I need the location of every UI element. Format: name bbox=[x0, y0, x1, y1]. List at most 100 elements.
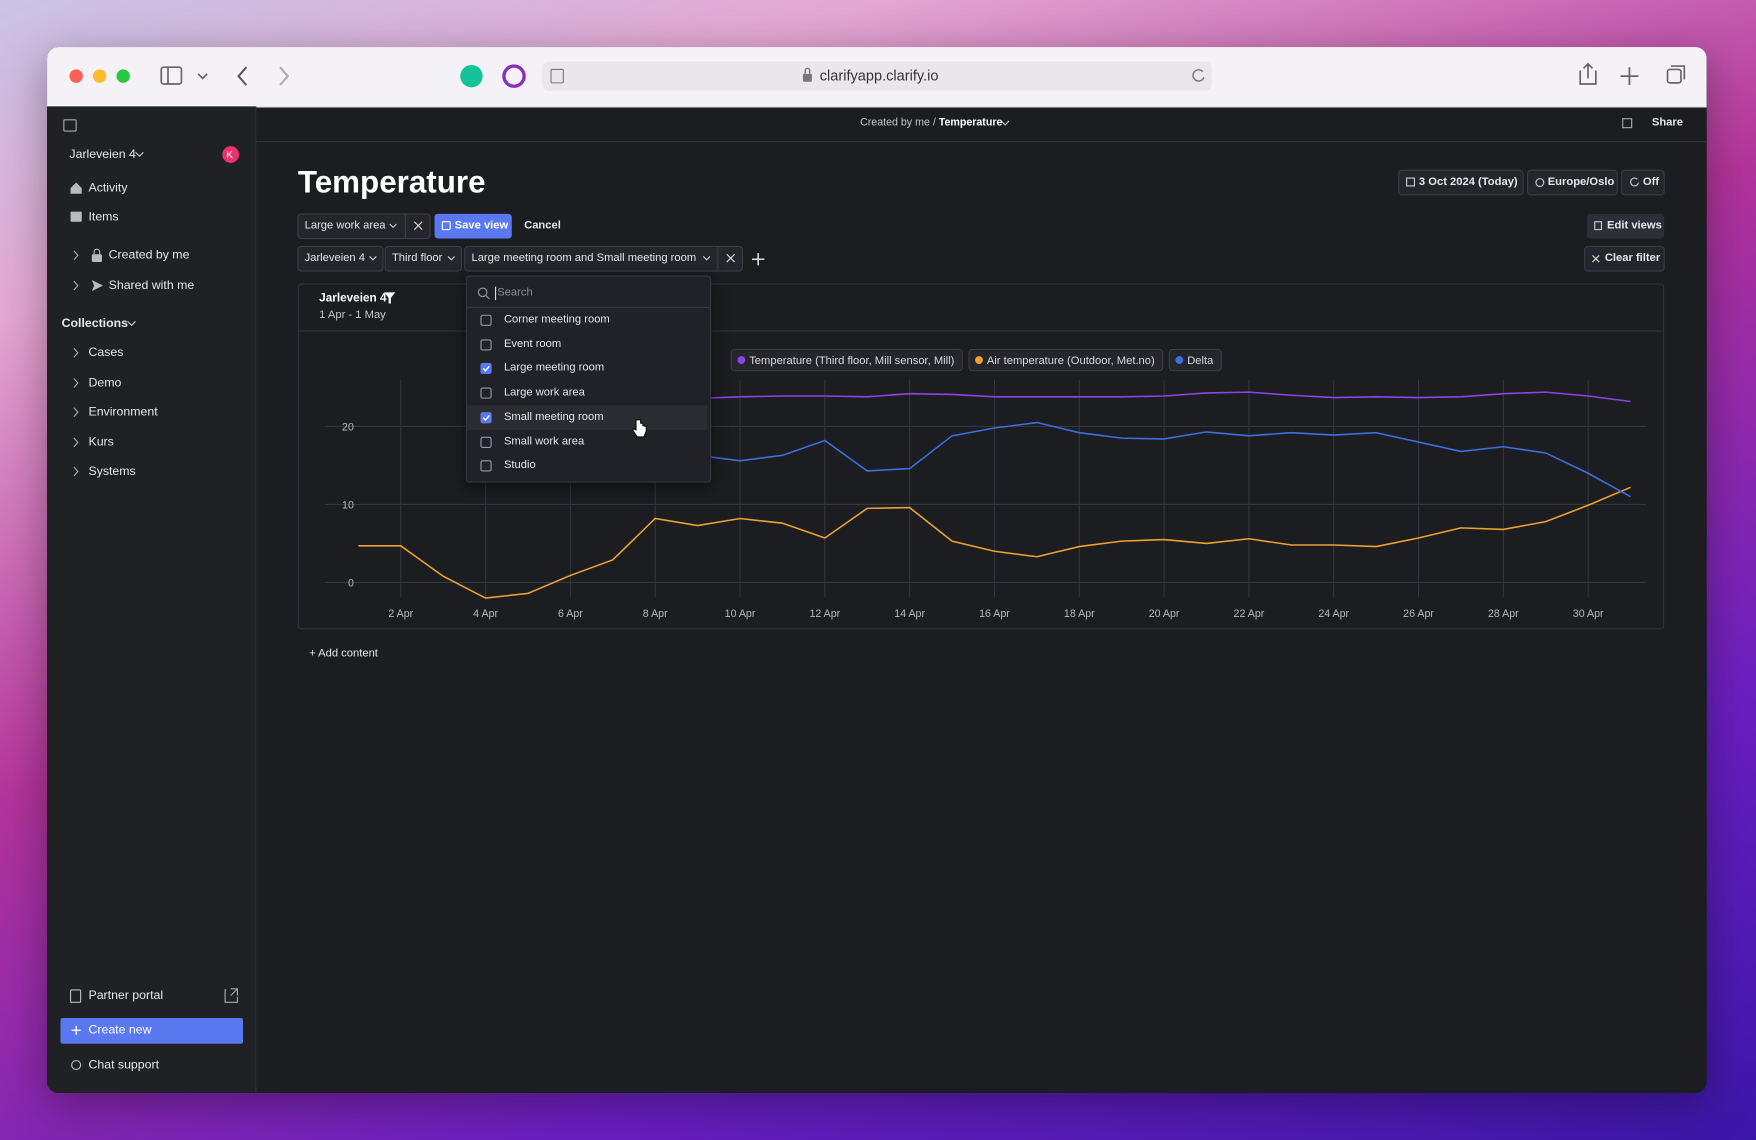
legend-swatch bbox=[975, 356, 983, 364]
topbar-divider bbox=[256, 141, 1707, 143]
view-select[interactable] bbox=[297, 213, 431, 240]
collection[interactable]: Kurs bbox=[88, 435, 114, 450]
edit-views[interactable]: Edit views bbox=[1607, 219, 1662, 232]
close[interactable] bbox=[69, 69, 83, 83]
nav-item[interactable]: Items bbox=[88, 210, 119, 224]
filter-label[interactable]: Third floor bbox=[391, 251, 443, 265]
grammarly[interactable] bbox=[460, 64, 483, 88]
checkbox[interactable] bbox=[480, 314, 492, 326]
dropdown: Search Corner meeting room Event room Larg… bbox=[465, 275, 712, 483]
clear-filter-button[interactable] bbox=[1584, 245, 1665, 272]
series-line bbox=[358, 486, 1631, 599]
refresh-button[interactable] bbox=[1621, 169, 1665, 196]
filter-icon bbox=[384, 292, 396, 304]
option-label[interactable]: Large work area bbox=[503, 386, 585, 399]
sidebar-toggle[interactable] bbox=[160, 66, 183, 85]
checkbox[interactable] bbox=[480, 363, 492, 375]
checkbox[interactable] bbox=[480, 411, 492, 424]
refresh[interactable]: Off bbox=[1642, 175, 1660, 189]
cancel[interactable]: Cancel bbox=[524, 219, 561, 232]
filter-chip[interactable] bbox=[464, 245, 744, 272]
workspace-name[interactable]: Jarleveien 4 bbox=[69, 147, 136, 162]
filter-chip[interactable] bbox=[384, 245, 462, 272]
timezone-button[interactable] bbox=[1526, 169, 1618, 196]
collection[interactable]: Demo bbox=[88, 376, 122, 390]
sidebar-icons bbox=[60, 119, 244, 1071]
save-view-button[interactable] bbox=[434, 213, 512, 239]
x-tick-label: 2 Apr bbox=[388, 608, 413, 620]
tree-item[interactable]: Shared with me bbox=[108, 278, 195, 293]
option-label[interactable]: Small work area bbox=[503, 435, 585, 448]
add-content-label[interactable]: Add content bbox=[318, 647, 378, 660]
x-tick-label: 12 Apr bbox=[809, 608, 840, 620]
legend-swatch bbox=[737, 356, 746, 364]
checkbox[interactable] bbox=[480, 436, 492, 448]
breadcrumb: Created by me / Temperature bbox=[860, 115, 1002, 131]
address-bar[interactable] bbox=[542, 61, 1212, 91]
url[interactable]: clarifyapp.clarify.io bbox=[819, 67, 939, 84]
collection[interactable]: Environment bbox=[88, 405, 158, 419]
save-view[interactable]: Save view bbox=[454, 219, 509, 232]
chart-panel-divider bbox=[299, 330, 1664, 332]
checkbox[interactable] bbox=[480, 387, 492, 399]
legend-chip bbox=[1168, 348, 1222, 372]
add-filter[interactable] bbox=[752, 253, 765, 266]
x-tick-label: 30 Apr bbox=[1573, 608, 1604, 620]
x-tick-label: 26 Apr bbox=[1403, 608, 1434, 620]
partner-portal[interactable]: Partner portal bbox=[88, 988, 164, 1003]
avatar[interactable]: K bbox=[226, 148, 233, 161]
y-tick-label: 10 bbox=[342, 499, 354, 511]
cursor bbox=[632, 419, 647, 438]
nav-item[interactable]: Activity bbox=[88, 181, 128, 195]
toolbar-icons bbox=[297, 118, 1665, 272]
option-label[interactable]: Small meeting room bbox=[503, 410, 604, 424]
tree-item[interactable]: Created by me bbox=[108, 248, 190, 263]
filter-label[interactable]: Jarleveien 4 bbox=[304, 251, 365, 265]
breadcrumb-current[interactable]: Temperature bbox=[938, 116, 1003, 129]
checkbox[interactable] bbox=[480, 338, 492, 351]
add-content[interactable]: + Add content bbox=[309, 647, 378, 660]
x-tick-label: 22 Apr bbox=[1234, 608, 1265, 620]
collections-heading[interactable]: Collections bbox=[61, 316, 129, 331]
extension[interactable] bbox=[502, 64, 526, 88]
chat-support[interactable]: Chat support bbox=[88, 1058, 160, 1072]
breadcrumb-sep: / bbox=[932, 116, 936, 129]
timezone[interactable]: Europe/Oslo bbox=[1547, 175, 1615, 189]
minimize[interactable] bbox=[92, 69, 107, 83]
zoom[interactable] bbox=[116, 69, 130, 83]
forward[interactable] bbox=[279, 66, 290, 86]
option-label[interactable]: Event room bbox=[503, 337, 562, 351]
browser-chrome-icons bbox=[69, 61, 1686, 91]
x-tick-label: 6 Apr bbox=[558, 608, 583, 620]
panel-range: 1 Apr - 1 May bbox=[319, 309, 386, 322]
legend-swatch bbox=[1175, 356, 1184, 364]
collection[interactable]: Cases bbox=[88, 346, 124, 360]
breadcrumb-parent[interactable]: Created by me bbox=[860, 116, 930, 129]
search-input[interactable]: Search bbox=[497, 286, 533, 300]
option-label[interactable]: Large meeting room bbox=[503, 362, 605, 375]
create-new[interactable]: Create new bbox=[88, 1023, 152, 1038]
checkbox[interactable] bbox=[480, 460, 492, 472]
view-name[interactable]: Large work area bbox=[304, 219, 386, 232]
option-label[interactable]: Studio bbox=[503, 459, 536, 472]
legend-chip bbox=[730, 348, 963, 372]
back[interactable] bbox=[237, 66, 248, 86]
filter-chip[interactable] bbox=[297, 245, 384, 272]
option-label[interactable]: Corner meeting room bbox=[503, 313, 610, 326]
clear-filter[interactable]: Clear filter bbox=[1604, 251, 1661, 265]
create-new-button[interactable] bbox=[60, 1017, 244, 1044]
edit-views-button[interactable] bbox=[1586, 213, 1665, 239]
x-tick-label: 18 Apr bbox=[1064, 608, 1095, 620]
share[interactable]: Share bbox=[1651, 116, 1683, 129]
filter-label[interactable]: Large meeting room and Small meeting roo… bbox=[471, 251, 697, 265]
x-tick-label: 28 Apr bbox=[1488, 608, 1519, 620]
date[interactable]: 3 Oct 2024 (Today) bbox=[1418, 175, 1518, 189]
panel-title: Jarleveien 4 bbox=[319, 291, 387, 305]
chart-panel bbox=[297, 283, 1665, 630]
chart: 0 10 20 2 Apr 4 Apr 6 Apr 8 Apr 10 Apr 12 Apr 14 … bbox=[324, 348, 1647, 620]
collection[interactable]: Systems bbox=[88, 464, 136, 479]
date-button[interactable] bbox=[1398, 169, 1524, 196]
x-tick-label: 20 Apr bbox=[1149, 608, 1180, 620]
